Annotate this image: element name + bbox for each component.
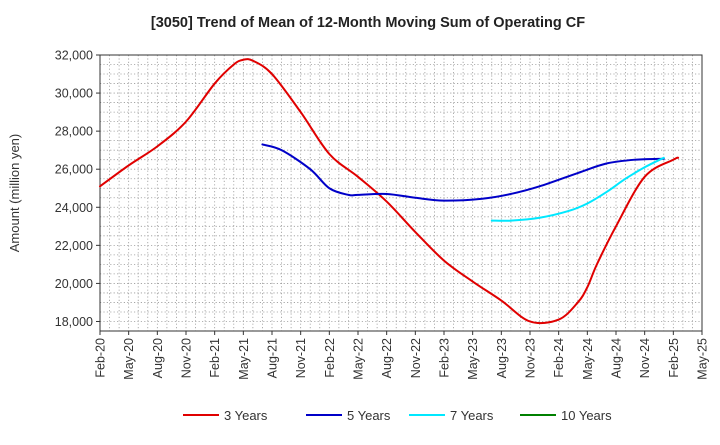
x-tick-label: Feb-24: [552, 338, 566, 378]
axes: 18,000 20,000 22,000 24,000 26,000 28,000 30,0…: [55, 49, 710, 380]
series-line-3-years: [99, 58, 680, 325]
x-tick-label: May-22: [352, 338, 366, 380]
chart-title: [3050] Trend of Mean of 12-Month Moving …: [151, 15, 585, 31]
x-tick-label: Feb-22: [323, 338, 337, 378]
plot-frame: [99, 54, 703, 332]
x-tick-label: May-25: [696, 338, 710, 380]
x-tick-label: May-20: [122, 338, 136, 380]
x-tick-label: Aug-20: [151, 338, 165, 378]
x-tick-label: May-23: [466, 338, 480, 380]
y-tick-label: 30,000: [55, 87, 93, 101]
legend-label: 5 Years: [347, 408, 391, 423]
x-tick-label: Feb-23: [438, 338, 452, 378]
x-tick-label: May-21: [237, 338, 251, 380]
series-line-7-years: [490, 156, 665, 222]
x-tick-label: Feb-25: [667, 338, 681, 378]
x-tick-label: Nov-22: [409, 338, 423, 378]
legend: 3 Years 5 Years 7 Years 10 Years: [183, 408, 612, 423]
x-tick-label: Nov-20: [180, 338, 194, 378]
x-tick-label: Nov-24: [638, 338, 652, 378]
x-tick-label: Aug-22: [380, 338, 394, 378]
x-tick-label: Feb-21: [208, 338, 222, 378]
y-tick-label: 18,000: [55, 315, 93, 329]
x-tick-label: Nov-23: [524, 338, 538, 378]
y-tick-label: 28,000: [55, 125, 93, 139]
y-tick-label: 24,000: [55, 201, 93, 215]
series-lines: [99, 58, 680, 325]
y-tick-label: 22,000: [55, 239, 93, 253]
legend-label: 10 Years: [561, 408, 612, 423]
x-tick-label: May-24: [581, 338, 595, 380]
legend-label: 7 Years: [450, 408, 494, 423]
x-tick-label: Aug-24: [610, 338, 624, 378]
series-line-5-years: [261, 143, 665, 202]
x-tick-label: Nov-21: [294, 338, 308, 378]
y-tick-label: 32,000: [55, 49, 93, 63]
x-tick-label: Aug-23: [495, 338, 509, 378]
y-tick-label: 26,000: [55, 163, 93, 177]
x-tick-label: Feb-20: [94, 338, 108, 378]
legend-label: 3 Years: [224, 408, 268, 423]
y-tick-label: 20,000: [55, 277, 93, 291]
x-tick-label: Aug-21: [266, 338, 280, 378]
y-axis-label: Amount (million yen): [7, 134, 22, 253]
